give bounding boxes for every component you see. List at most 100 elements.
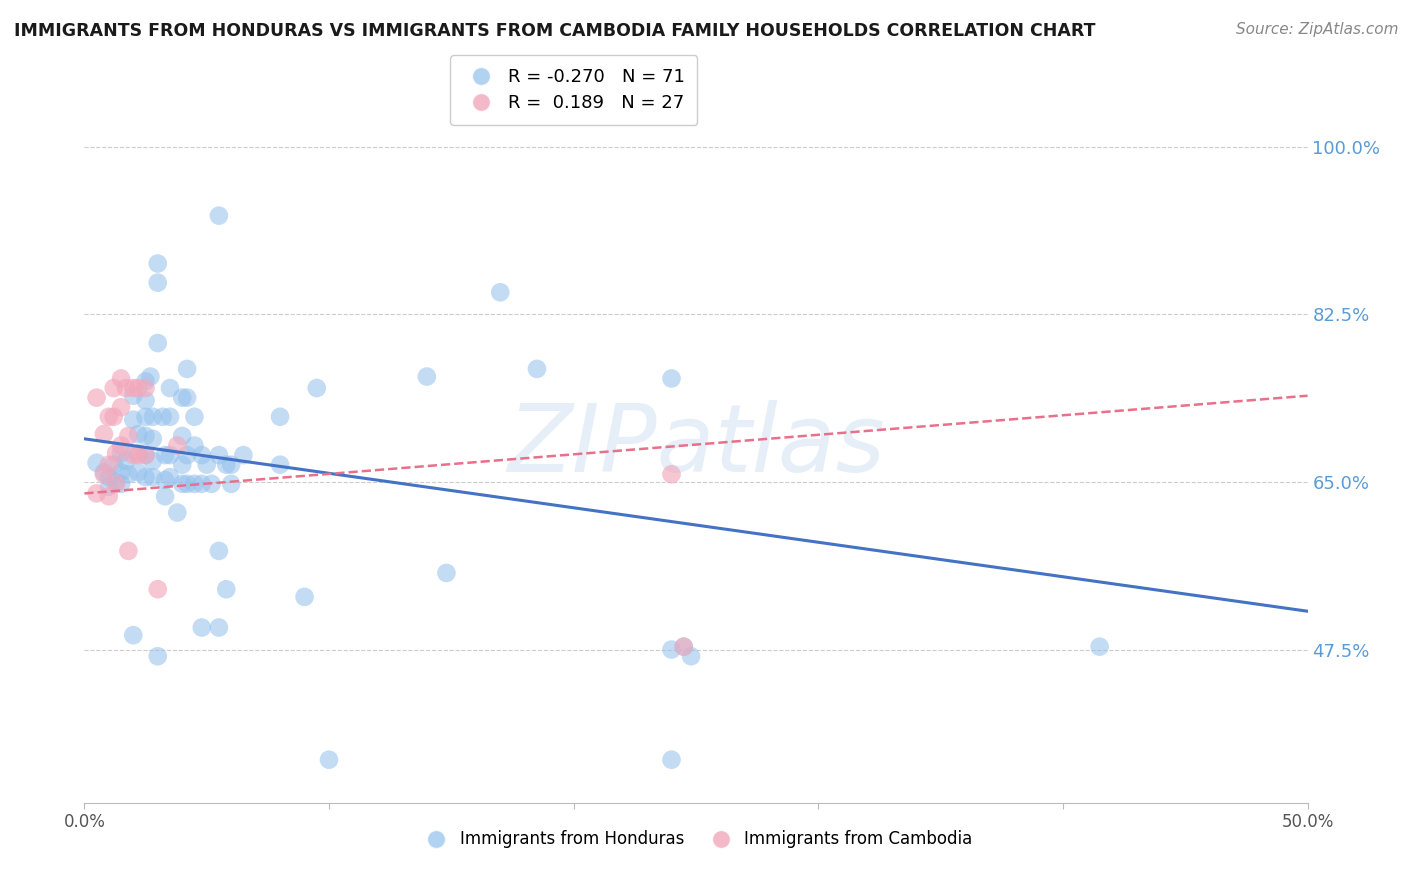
Point xyxy=(159,381,181,395)
Point xyxy=(172,476,194,491)
Point xyxy=(672,640,695,654)
Point xyxy=(166,438,188,452)
Point xyxy=(142,470,165,484)
Point xyxy=(135,429,157,443)
Point xyxy=(97,409,120,424)
Point xyxy=(135,448,157,462)
Point xyxy=(176,448,198,462)
Point xyxy=(661,753,683,767)
Point xyxy=(93,467,115,482)
Point xyxy=(153,489,176,503)
Point xyxy=(122,412,145,426)
Point xyxy=(117,544,139,558)
Text: IMMIGRANTS FROM HONDURAS VS IMMIGRANTS FROM CAMBODIA FAMILY HOUSEHOLDS CORRELATI: IMMIGRANTS FROM HONDURAS VS IMMIGRANTS F… xyxy=(14,22,1095,40)
Point xyxy=(135,375,157,389)
Point xyxy=(142,454,165,468)
Text: Source: ZipAtlas.com: Source: ZipAtlas.com xyxy=(1236,22,1399,37)
Point xyxy=(122,389,145,403)
Point xyxy=(416,369,439,384)
Point xyxy=(176,476,198,491)
Point xyxy=(135,448,157,462)
Point xyxy=(86,486,108,500)
Point xyxy=(146,582,169,597)
Point xyxy=(146,336,169,351)
Point xyxy=(86,391,108,405)
Point xyxy=(103,381,125,395)
Point xyxy=(135,409,157,424)
Point xyxy=(191,448,214,462)
Point xyxy=(208,209,231,223)
Point xyxy=(318,753,340,767)
Point xyxy=(135,393,157,408)
Point xyxy=(110,371,132,385)
Point xyxy=(115,454,138,468)
Point xyxy=(176,362,198,376)
Point xyxy=(122,381,145,395)
Point xyxy=(115,381,138,395)
Point xyxy=(172,391,194,405)
Point xyxy=(142,409,165,424)
Point xyxy=(159,409,181,424)
Point xyxy=(183,438,205,452)
Point xyxy=(117,429,139,443)
Point xyxy=(103,409,125,424)
Point xyxy=(661,467,683,482)
Point xyxy=(1088,640,1111,654)
Point xyxy=(191,476,214,491)
Point xyxy=(219,458,242,472)
Point xyxy=(127,427,149,442)
Point xyxy=(146,276,169,290)
Point xyxy=(105,446,128,460)
Point xyxy=(436,566,458,580)
Point xyxy=(103,458,125,472)
Point xyxy=(661,642,683,657)
Point xyxy=(146,256,169,270)
Point xyxy=(93,466,115,480)
Point xyxy=(208,448,231,462)
Point xyxy=(110,401,132,415)
Point xyxy=(93,427,115,442)
Point xyxy=(176,391,198,405)
Point xyxy=(127,448,149,462)
Point xyxy=(110,438,132,452)
Point xyxy=(153,473,176,487)
Point xyxy=(122,628,145,642)
Point xyxy=(305,381,328,395)
Point xyxy=(159,470,181,484)
Point xyxy=(105,476,128,491)
Point xyxy=(127,381,149,395)
Point xyxy=(127,446,149,460)
Point xyxy=(526,362,548,376)
Point xyxy=(110,446,132,460)
Point xyxy=(172,429,194,443)
Point xyxy=(117,467,139,482)
Point xyxy=(97,489,120,503)
Point xyxy=(294,590,316,604)
Point xyxy=(110,476,132,491)
Point xyxy=(215,582,238,597)
Point xyxy=(127,466,149,480)
Point xyxy=(142,432,165,446)
Point xyxy=(97,470,120,484)
Point xyxy=(172,458,194,472)
Point xyxy=(269,409,291,424)
Point xyxy=(208,620,231,634)
Point xyxy=(195,458,218,472)
Point xyxy=(122,448,145,462)
Point xyxy=(135,470,157,484)
Point xyxy=(86,456,108,470)
Text: ZIPatlas: ZIPatlas xyxy=(508,401,884,491)
Point xyxy=(661,371,683,385)
Point xyxy=(146,649,169,664)
Point xyxy=(200,476,222,491)
Point xyxy=(97,458,120,472)
Point xyxy=(110,466,132,480)
Point xyxy=(159,448,181,462)
Point xyxy=(183,476,205,491)
Point xyxy=(139,369,162,384)
Point xyxy=(232,448,254,462)
Point xyxy=(191,620,214,634)
Legend: Immigrants from Honduras, Immigrants from Cambodia: Immigrants from Honduras, Immigrants fro… xyxy=(413,824,979,855)
Point xyxy=(152,409,174,424)
Point xyxy=(166,506,188,520)
